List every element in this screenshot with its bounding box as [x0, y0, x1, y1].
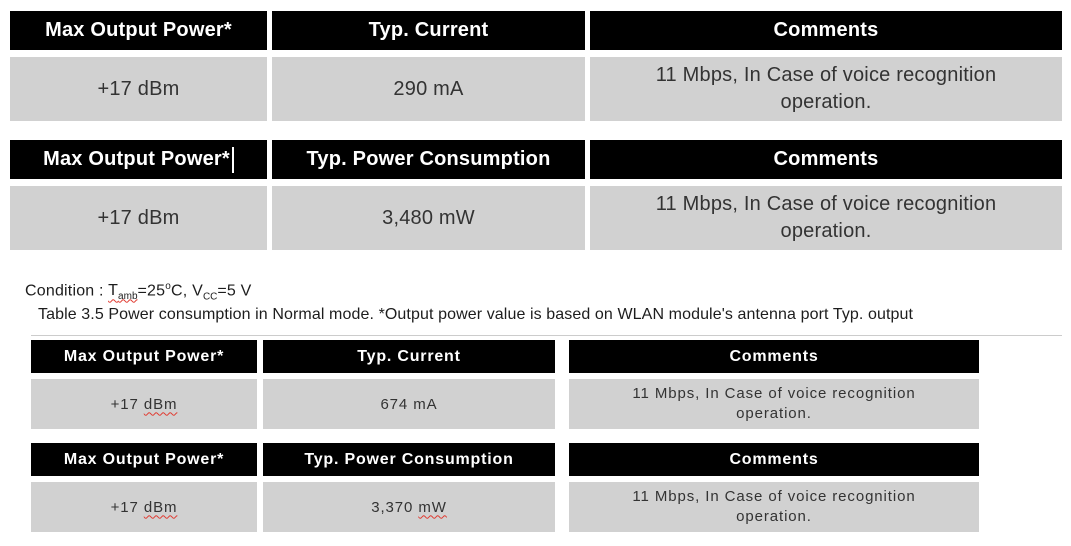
cell-text: 11 Mbps, In Case of voice recognition op… [655, 193, 997, 242]
header-label: Max Output Power* [43, 148, 230, 170]
cell-typ-power-consumption-value[interactable]: 3,370 mW [263, 482, 555, 532]
v-value: =5 V [217, 282, 252, 300]
t-subscript: amb [118, 291, 138, 303]
header-label: Comments [773, 148, 879, 170]
spellcheck-underline-dbm: dBm [143, 498, 178, 516]
table-header-row: Max Output Power* Typ. Current Comments [31, 340, 979, 373]
header-cell-typ-current[interactable]: Typ. Current [272, 11, 585, 50]
cell-text: 674 mA [380, 395, 438, 413]
header-cell-comments[interactable]: Comments [569, 340, 979, 373]
header-label: Typ. Power Consumption [304, 450, 514, 468]
header-cell-typ-power-consumption[interactable]: Typ. Power Consumption [263, 443, 555, 476]
header-cell-typ-current[interactable]: Typ. Current [263, 340, 555, 373]
t-unit: C, [171, 282, 193, 300]
degree-symbol: o [165, 281, 172, 292]
header-label: Typ. Power Consumption [306, 148, 551, 170]
cell-max-output-power-value[interactable]: +17 dBm [31, 482, 257, 532]
cell-text: +17 dBm [110, 498, 178, 516]
cell-text: 11 Mbps, In Case of voice recognition op… [655, 64, 997, 113]
header-cell-max-output-power[interactable]: Max Output Power* [10, 140, 267, 179]
header-cell-max-output-power[interactable]: Max Output Power* [31, 443, 257, 476]
header-cell-max-output-power[interactable]: Max Output Power* [10, 11, 267, 50]
table-typ-power-consumption-large: Max Output Power* Typ. Power Consumption… [10, 140, 1062, 250]
v-symbol: V [192, 282, 203, 300]
header-label: Comments [729, 450, 819, 468]
cell-comments-value[interactable]: 11 Mbps, In Case of voice recognition op… [569, 482, 979, 532]
header-label: Max Output Power* [63, 450, 225, 468]
header-cell-typ-power-consumption[interactable]: Typ. Power Consumption [272, 140, 585, 179]
t-value: =25 [137, 282, 166, 300]
cell-comments-value[interactable]: 11 Mbps, In Case of voice recognition op… [590, 186, 1062, 250]
header-cell-comments[interactable]: Comments [590, 140, 1062, 179]
header-label: Typ. Current [368, 19, 489, 41]
cell-comments-value[interactable]: 11 Mbps, In Case of voice recognition op… [569, 379, 979, 429]
cell-text: 3,370 mW [371, 498, 447, 516]
header-cell-comments[interactable]: Comments [590, 11, 1062, 50]
text-cursor [231, 146, 234, 173]
cell-text: 3,480 mW [382, 206, 475, 229]
header-label: Max Output Power* [63, 347, 225, 365]
table-header-row: Max Output Power* Typ. Current Comments [10, 11, 1062, 50]
table-header-row: Max Output Power* Typ. Power Consumption… [10, 140, 1062, 179]
spellcheck-underline-mw: mW [418, 498, 447, 516]
header-label: Comments [773, 19, 879, 41]
table-typ-current-small: Max Output Power* Typ. Current Comments … [31, 340, 979, 429]
table-header-row: Max Output Power* Typ. Power Consumption… [31, 443, 979, 476]
header-cell-max-output-power[interactable]: Max Output Power* [31, 340, 257, 373]
table-data-row: +17 dBm 290 mA 11 Mbps, In Case of voice… [10, 57, 1062, 121]
cell-text: 290 mA [393, 77, 464, 100]
header-cell-comments[interactable]: Comments [569, 443, 979, 476]
cell-text: +17 dBm [97, 77, 180, 100]
cell-text: 11 Mbps, In Case of voice recognition op… [632, 385, 916, 422]
v-subscript: CC [202, 291, 218, 303]
condition-line[interactable]: Condition : Tamb=25oC, VCC=5 V [25, 281, 252, 303]
cell-typ-power-consumption-value[interactable]: 3,480 mW [272, 186, 585, 250]
separator-line [31, 335, 1062, 336]
spellcheck-underline-dbm: dBm [143, 395, 178, 413]
cell-max-output-power-value[interactable]: +17 dBm [10, 186, 267, 250]
table-data-row: +17 dBm 3,370 mW 11 Mbps, In Case of voi… [31, 482, 979, 532]
cell-typ-current-value[interactable]: 674 mA [263, 379, 555, 429]
cell-text: +17 dBm [110, 395, 178, 413]
header-label: Max Output Power* [45, 19, 232, 41]
header-label: Typ. Current [357, 347, 461, 365]
condition-label: Condition : [25, 282, 109, 300]
cell-comments-value[interactable]: 11 Mbps, In Case of voice recognition op… [590, 57, 1062, 121]
header-label: Comments [729, 347, 819, 365]
table-caption[interactable]: Table 3.5 Power consumption in Normal mo… [38, 306, 914, 323]
cell-text: 11 Mbps, In Case of voice recognition op… [632, 488, 916, 525]
table-data-row: +17 dBm 3,480 mW 11 Mbps, In Case of voi… [10, 186, 1062, 250]
table-data-row: +17 dBm 674 mA 11 Mbps, In Case of voice… [31, 379, 979, 429]
cell-text: +17 dBm [97, 206, 180, 229]
cell-typ-current-value[interactable]: 290 mA [272, 57, 585, 121]
cell-max-output-power-value[interactable]: +17 dBm [31, 379, 257, 429]
cell-max-output-power-value[interactable]: +17 dBm [10, 57, 267, 121]
spellcheck-underline-tamb: Tamb [108, 282, 137, 302]
table-typ-power-consumption-small: Max Output Power* Typ. Power Consumption… [31, 443, 979, 532]
t-symbol: T [108, 282, 119, 300]
table-typ-current-large: Max Output Power* Typ. Current Comments … [10, 11, 1062, 121]
